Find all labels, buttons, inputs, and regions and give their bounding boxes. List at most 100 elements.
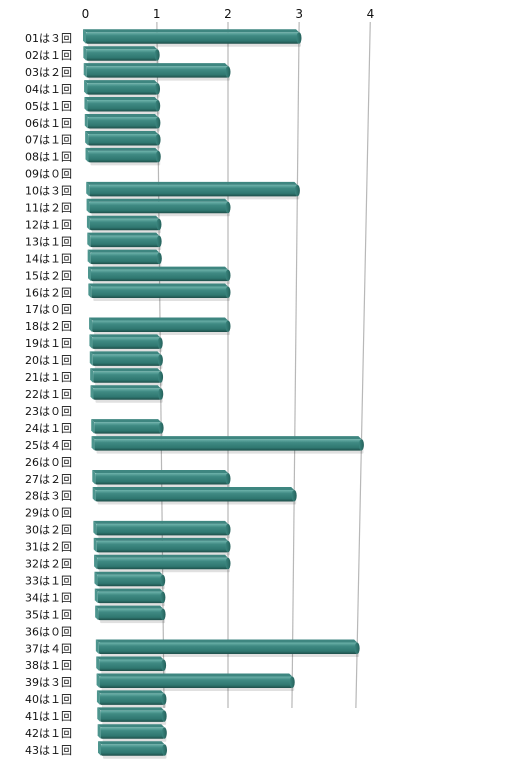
category-label: 41は１回 [25, 710, 72, 723]
bar-left-face [97, 724, 101, 739]
bar-end-cap [296, 32, 302, 44]
bar-top-face [87, 232, 160, 236]
bar [98, 608, 164, 621]
bar-top-face [84, 97, 158, 101]
bar-left-face [89, 334, 93, 349]
bar-end-cap [225, 286, 231, 299]
bar-left-face [88, 283, 92, 299]
bar-end-cap [160, 591, 166, 604]
bar-left-face [84, 80, 88, 95]
bar [94, 439, 362, 451]
bar-top-face [98, 741, 165, 745]
bar [87, 117, 158, 129]
bar [100, 727, 165, 739]
bar [87, 83, 158, 95]
bar [92, 320, 228, 332]
bar-top-face [86, 181, 298, 185]
bar-left-face [95, 639, 99, 655]
bar-left-face [84, 97, 88, 112]
category-label: 34は１回 [25, 591, 72, 604]
bar-top-face [86, 198, 228, 202]
bar [101, 744, 165, 756]
bar [98, 642, 358, 655]
bar-left-face [94, 571, 98, 587]
x-tick-label: 2 [224, 7, 232, 21]
x-axis-ticks: 0 1 2 3 4 [82, 7, 375, 21]
gridline [291, 21, 300, 709]
bar-end-cap [225, 473, 231, 485]
bar-top-face [96, 673, 293, 677]
category-label: 15は２回 [25, 269, 72, 282]
bar-end-cap [225, 523, 231, 536]
bar-left-face [86, 215, 90, 231]
bar-top-face [94, 554, 228, 558]
bar-left-face [96, 673, 100, 688]
x-tick-label: 0 [82, 7, 90, 21]
category-label: 14は１回 [25, 252, 72, 265]
category-label: 09は０回 [25, 168, 72, 181]
category-label: 20は１回 [25, 354, 72, 367]
category-label: 22は１回 [25, 388, 72, 401]
category-label: 21は１回 [25, 371, 72, 384]
category-label: 30は２回 [25, 524, 72, 537]
category-label: 29は０回 [25, 507, 72, 520]
category-labels: 01は３回 02は１回 03は２回 04は１回 05は１回 06は１回 07は１回 08は１回… [25, 32, 72, 757]
bar-top-face [84, 114, 158, 118]
bar [97, 591, 163, 604]
bar-end-cap [156, 218, 162, 231]
category-label: 28は３回 [25, 490, 72, 503]
bar [95, 489, 295, 502]
category-label: 35は１回 [25, 608, 72, 621]
category-label: 26は０回 [25, 456, 72, 469]
bar-end-cap [225, 201, 231, 214]
category-label: 43は１回 [25, 744, 72, 757]
category-label: 16は２回 [25, 286, 72, 299]
bar-end-cap [289, 676, 295, 688]
bar-left-face [97, 707, 101, 722]
bar-top-face [83, 46, 158, 50]
bar-left-face [87, 249, 91, 265]
category-label: 33は１回 [25, 574, 72, 587]
bar-end-cap [161, 710, 167, 722]
bar-top-face [85, 147, 159, 151]
bar [89, 218, 159, 231]
bar-left-face [87, 232, 91, 248]
gridlines [156, 21, 371, 709]
bar-left-face [94, 554, 98, 570]
bar-end-cap [161, 659, 167, 671]
bar-left-face [89, 351, 93, 366]
bar-top-face [85, 130, 159, 134]
bar-top-face [91, 436, 362, 440]
bar-left-face [83, 63, 87, 78]
bar-top-face [90, 385, 161, 389]
bar [95, 473, 229, 485]
category-label: 04は１回 [25, 83, 72, 96]
bar-end-cap [158, 371, 164, 383]
category-label: 17は０回 [25, 303, 72, 316]
bar-end-cap [155, 117, 161, 129]
bar-end-cap [158, 422, 164, 434]
bar-end-cap [158, 388, 164, 400]
bar-top-face [92, 470, 229, 474]
bar-left-face [84, 114, 88, 129]
bar-left-face [88, 266, 91, 282]
bar-left-face [90, 385, 94, 400]
category-label: 36は０回 [25, 625, 72, 638]
bar [89, 184, 298, 197]
bar-end-cap [156, 252, 162, 265]
category-label: 11は２回 [25, 202, 72, 215]
bar [97, 574, 163, 587]
bar-end-cap [294, 184, 300, 197]
category-label: 02は１回 [25, 49, 72, 62]
bar-end-cap [225, 269, 231, 282]
category-label: 18は２回 [25, 320, 72, 333]
bar [99, 659, 164, 671]
bar-end-cap [225, 66, 231, 78]
bar-left-face [94, 588, 98, 604]
x-tick-label: 3 [295, 7, 303, 21]
bar-end-cap [156, 235, 162, 248]
bar-end-cap [291, 489, 297, 502]
bar-top-face [83, 29, 299, 33]
bars [83, 29, 364, 759]
bar-left-face [85, 147, 89, 163]
